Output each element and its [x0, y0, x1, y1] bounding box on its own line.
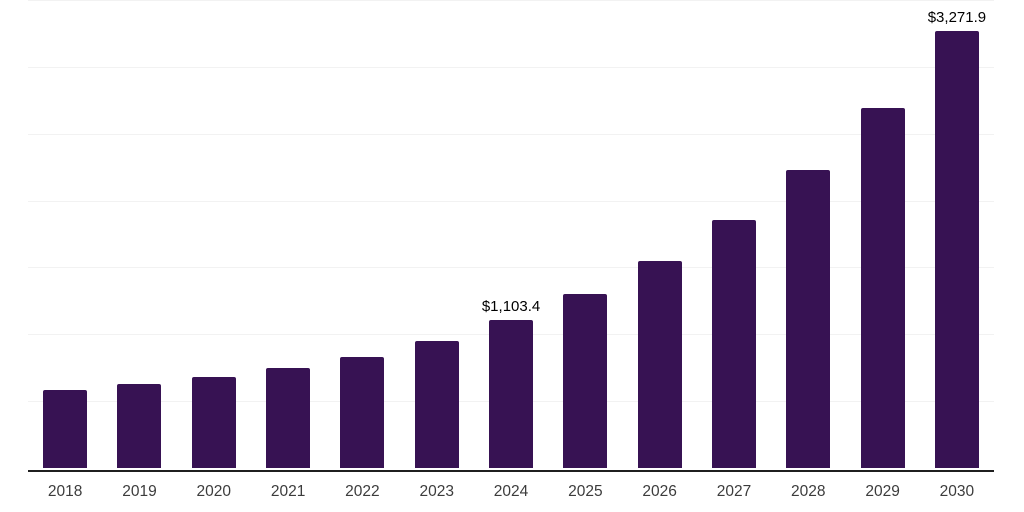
bar-2025	[563, 294, 608, 468]
bar-column-2024: $1,103.4	[474, 2, 548, 468]
x-tick-label-2029: 2029	[865, 483, 900, 500]
bar-column-2028	[771, 2, 845, 468]
bar-2023	[414, 340, 459, 468]
gridline-2000	[28, 200, 994, 202]
x-tick-label-2020: 2020	[196, 483, 232, 500]
bar-column-2020	[177, 2, 251, 468]
bar-column-2030: $3,271.9	[920, 2, 994, 468]
x-tick-label-2027: 2027	[716, 483, 752, 500]
x-tick-label-2024: 2024	[493, 483, 529, 500]
x-axis-labels: 2018 2019 2020 2021 2022 2023 2024 2025 2026 2027…	[28, 483, 994, 501]
bar-2021	[266, 367, 311, 468]
plot-area: $1,103.4 $3,271.9	[28, 0, 994, 472]
x-tick-label-2019: 2019	[122, 483, 157, 500]
bar-2018	[43, 389, 88, 468]
bars-row: $1,103.4 $3,271.9	[28, 2, 994, 468]
bar-column-2027	[697, 2, 771, 468]
x-tick-label-2018: 2018	[47, 483, 83, 500]
bar-2030	[934, 30, 979, 468]
x-tick-label-2022: 2022	[345, 483, 380, 500]
bar-2027	[711, 220, 756, 468]
x-tick-label-2030: 2030	[939, 483, 975, 500]
x-tick-label-2028: 2028	[791, 483, 826, 500]
bar-2022	[340, 356, 385, 468]
gridline-2500	[28, 133, 994, 135]
x-tick-label-2025: 2025	[568, 483, 603, 500]
x-tick-label-2023: 2023	[419, 483, 454, 500]
gridline-3000	[28, 66, 994, 68]
bar-column-2018	[28, 2, 102, 468]
bar-column-2025	[548, 2, 622, 468]
bar-column-2026	[623, 2, 697, 468]
bar-column-2022	[325, 2, 399, 468]
bar-2024	[489, 320, 534, 468]
data-label-2024: $1,103.4	[481, 298, 541, 316]
bar-column-2019	[102, 2, 176, 468]
x-tick-label-2021: 2021	[270, 483, 306, 500]
bar-column-2023	[400, 2, 474, 468]
gridline-1500	[28, 267, 994, 269]
bar-2028	[786, 169, 831, 468]
bar-column-2021	[251, 2, 325, 468]
x-tick-label-2026: 2026	[642, 483, 677, 500]
data-label-2030: $3,271.9	[927, 8, 987, 26]
gridline-3500	[28, 0, 994, 1]
bar-column-2029	[845, 2, 919, 468]
bar-2020	[191, 377, 236, 468]
bar-2026	[637, 260, 682, 468]
bar-2019	[117, 383, 162, 468]
bar-2029	[860, 108, 905, 468]
